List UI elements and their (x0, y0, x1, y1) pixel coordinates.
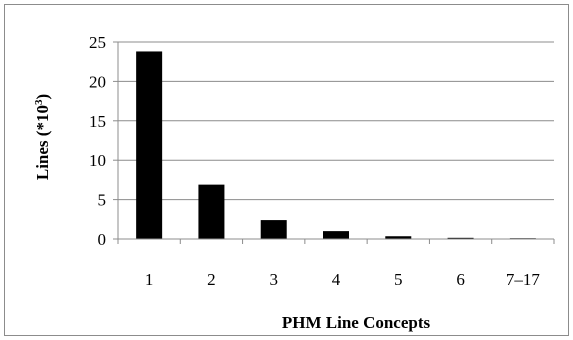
y-axis-title-main: Lines (*10 (33, 105, 52, 180)
x-tick-labels: 1 2 3 4 5 6 7–17 (145, 270, 540, 289)
bar (198, 184, 225, 239)
chart-frame (4, 4, 569, 336)
gridlines (113, 41, 554, 240)
y-tick-label: 15 (89, 112, 106, 131)
bar (260, 220, 287, 239)
x-tick-label: 2 (207, 270, 216, 289)
y-axis-title: Lines (*103) (33, 94, 52, 180)
y-axis-title-suffix: ) (33, 94, 52, 100)
y-axis-title-superscript: 3 (33, 99, 45, 105)
x-tick-label: 1 (145, 270, 154, 289)
x-tick-label: 5 (394, 270, 403, 289)
x-tick-label: 6 (456, 270, 465, 289)
x-axis-title: PHM Line Concepts (282, 313, 431, 332)
bar (136, 51, 163, 240)
y-tick-label: 25 (89, 33, 106, 52)
bar (447, 237, 474, 239)
y-tick-label: 0 (98, 230, 107, 249)
axes (117, 42, 555, 244)
bar (385, 236, 412, 239)
y-tick-label: 20 (89, 72, 106, 91)
x-tick-label: 7–17 (506, 270, 541, 289)
bar (323, 231, 349, 239)
bars (136, 51, 536, 240)
y-tick-label: 5 (98, 191, 107, 210)
x-tick-label: 4 (332, 270, 341, 289)
y-tick-labels: 0 5 10 15 20 25 (89, 33, 106, 249)
y-tick-label: 10 (89, 151, 106, 170)
x-tick-label: 3 (269, 270, 278, 289)
